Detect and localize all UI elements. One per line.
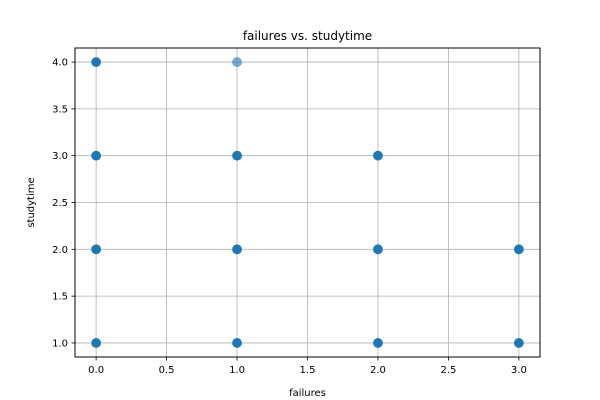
y-tick-label: 3.5 xyxy=(52,104,68,115)
x-tick-label: 1.5 xyxy=(300,365,316,376)
scatter-point xyxy=(91,338,102,348)
scatter-point xyxy=(91,150,102,161)
scatter-point xyxy=(373,244,383,255)
y-tick-label: 1.0 xyxy=(52,338,68,349)
scatter-point xyxy=(232,338,242,348)
scatter-point xyxy=(232,244,242,255)
scatter-point xyxy=(513,338,524,348)
x-tick-label: 1.0 xyxy=(229,365,245,376)
scatter-point xyxy=(232,150,242,161)
y-tick-label: 2.5 xyxy=(52,198,68,209)
y-tick-label: 4.0 xyxy=(52,58,68,69)
y-axis-label: studytime xyxy=(26,177,37,227)
x-tick-label: 2.0 xyxy=(370,365,386,376)
y-tick-label: 1.5 xyxy=(52,292,68,303)
x-tick-label: 0.5 xyxy=(159,365,175,376)
x-tick-label: 2.5 xyxy=(440,365,456,376)
x-tick-label: 3.0 xyxy=(511,365,527,376)
grid xyxy=(75,48,540,357)
scatter-point xyxy=(91,57,102,67)
y-axis-ticks: 1.0 1.5 2.0 2.5 3.0 3.5 4.0 xyxy=(52,58,75,349)
scatter-point xyxy=(373,338,383,348)
y-tick-label: 3.0 xyxy=(52,151,68,162)
scatter-point xyxy=(91,244,102,255)
x-axis-ticks: 0.0 0.5 1.0 1.5 2.0 2.5 3.0 xyxy=(88,357,527,376)
x-axis-label: failures xyxy=(289,388,326,399)
data-points xyxy=(91,57,524,348)
scatter-point xyxy=(373,150,383,161)
scatter-point xyxy=(232,57,242,67)
y-tick-label: 2.0 xyxy=(52,245,68,256)
chart-title: failures vs. studytime xyxy=(243,29,372,43)
scatter-point xyxy=(513,244,524,255)
x-tick-label: 0.0 xyxy=(88,365,104,376)
